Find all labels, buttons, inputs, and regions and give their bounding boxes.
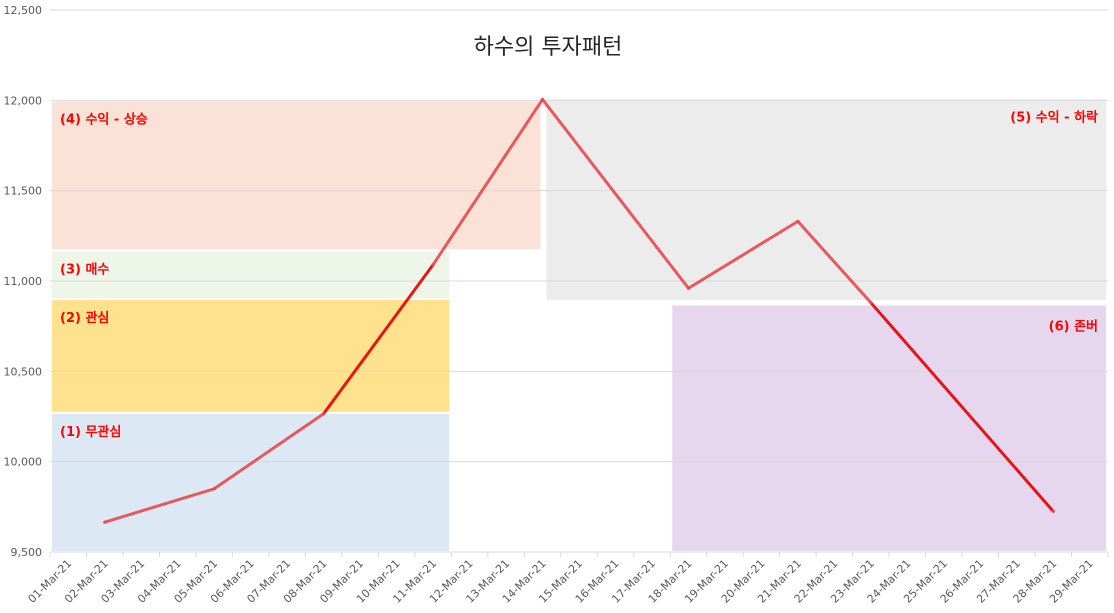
y-tick-label: 9,500 xyxy=(11,546,43,559)
series-segment xyxy=(103,487,216,524)
x-axis-ticks: 01-Mar-2102-Mar-2103-Mar-2104-Mar-2105-M… xyxy=(26,552,1109,606)
series-segment xyxy=(541,97,690,290)
y-tick-label: 12,000 xyxy=(4,94,43,107)
y-tick-label: 11,500 xyxy=(4,185,43,198)
y-tick-label: 10,500 xyxy=(4,365,43,378)
y-axis-ticks: 9,500 10,000 10,500 11,000 11,500 12,000 12,50… xyxy=(4,4,43,559)
region-5 xyxy=(546,99,1106,300)
y-tick-label: 11,000 xyxy=(4,275,43,288)
region-label-1: (1) 무관심 xyxy=(60,424,121,440)
data-point xyxy=(686,286,690,290)
data-point xyxy=(103,520,107,524)
region-label-6: (6) 존버 xyxy=(1049,318,1098,334)
data-point xyxy=(431,263,435,267)
region-label-2: (2) 관심 xyxy=(60,310,109,326)
series-segment xyxy=(796,219,873,305)
region-labels: (1) 무관심 (2) 관심 (3) 매수 (4) 수익 - 상승 (5) 수익 - 하… xyxy=(60,110,1098,440)
data-point xyxy=(1051,509,1055,513)
region-label-4: (4) 수익 - 상승 xyxy=(60,111,148,127)
data-point xyxy=(869,301,873,305)
series-segment xyxy=(212,412,326,491)
series-segment xyxy=(322,263,435,416)
region-1 xyxy=(52,413,450,551)
annotation-regions xyxy=(52,99,1106,551)
series-segment xyxy=(869,301,1055,513)
series-segment xyxy=(686,219,800,290)
region-3 xyxy=(52,251,450,299)
region-6 xyxy=(672,305,1106,551)
y-tick-label: 10,000 xyxy=(4,456,43,469)
region-label-3: (3) 매수 xyxy=(60,262,109,277)
data-point xyxy=(541,97,545,101)
region-label-5: (5) 수익 - 하락 xyxy=(1010,110,1098,126)
chart-title: 하수의 투자패턴 xyxy=(474,35,623,60)
region-2 xyxy=(52,300,450,412)
y-tick-label: 12,500 xyxy=(4,4,43,17)
price-series xyxy=(103,97,1055,524)
series-segment xyxy=(431,97,545,267)
data-point xyxy=(796,219,800,223)
data-point xyxy=(322,412,326,416)
data-point xyxy=(212,487,216,491)
